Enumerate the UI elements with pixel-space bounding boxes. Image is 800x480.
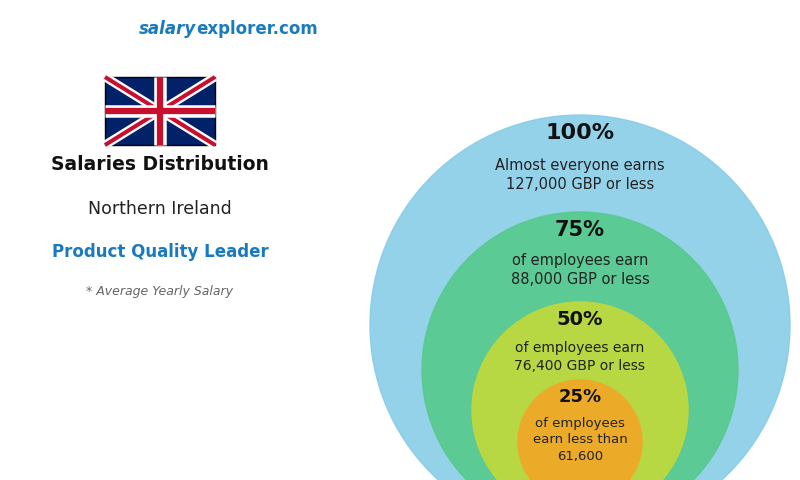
- Circle shape: [472, 302, 688, 480]
- Circle shape: [370, 115, 790, 480]
- Text: of employees earn
88,000 GBP or less: of employees earn 88,000 GBP or less: [510, 253, 650, 287]
- Text: 50%: 50%: [557, 310, 603, 329]
- Text: * Average Yearly Salary: * Average Yearly Salary: [86, 285, 234, 298]
- Text: Northern Ireland: Northern Ireland: [88, 200, 232, 218]
- Text: salary: salary: [138, 20, 196, 38]
- Circle shape: [518, 380, 642, 480]
- Text: Almost everyone earns
127,000 GBP or less: Almost everyone earns 127,000 GBP or les…: [495, 158, 665, 192]
- Text: 100%: 100%: [546, 123, 614, 143]
- Text: 25%: 25%: [558, 388, 602, 406]
- Text: Salaries Distribution: Salaries Distribution: [51, 155, 269, 174]
- Text: Product Quality Leader: Product Quality Leader: [52, 243, 268, 261]
- Text: explorer.com: explorer.com: [196, 20, 318, 38]
- Text: of employees earn
76,400 GBP or less: of employees earn 76,400 GBP or less: [514, 341, 646, 372]
- Circle shape: [422, 212, 738, 480]
- Text: of employees
earn less than
61,600: of employees earn less than 61,600: [533, 417, 627, 463]
- Text: 75%: 75%: [555, 220, 605, 240]
- FancyBboxPatch shape: [105, 77, 215, 145]
